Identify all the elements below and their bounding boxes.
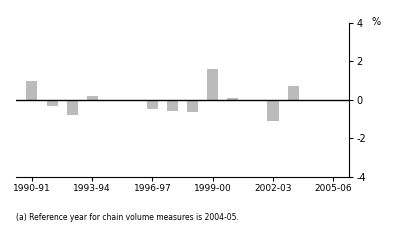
Bar xyxy=(27,81,37,100)
Bar xyxy=(67,100,78,115)
Y-axis label: %: % xyxy=(372,17,381,27)
Bar xyxy=(227,98,238,100)
Bar xyxy=(167,100,178,111)
Text: (a) Reference year for chain volume measures is 2004-05.: (a) Reference year for chain volume meas… xyxy=(16,213,239,222)
Bar xyxy=(247,100,258,101)
Bar xyxy=(187,100,198,112)
Bar xyxy=(268,100,279,121)
Bar xyxy=(207,69,218,100)
Bar xyxy=(147,100,158,109)
Bar xyxy=(87,96,98,100)
Bar xyxy=(287,86,299,100)
Bar xyxy=(328,100,339,101)
Bar xyxy=(46,100,58,106)
